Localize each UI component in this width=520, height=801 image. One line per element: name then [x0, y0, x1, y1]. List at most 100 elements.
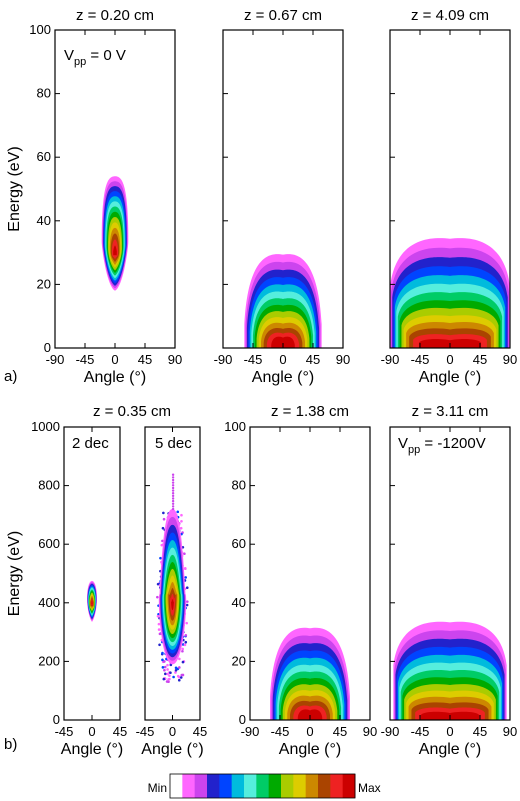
contour-level-14 — [297, 709, 323, 720]
scatter-dot — [184, 633, 188, 637]
colorbar: Min Max — [148, 773, 381, 799]
colorbar-min-label: Min — [148, 781, 167, 795]
scatter-dot — [180, 520, 183, 523]
annotation-subscript: pp — [408, 444, 420, 456]
scatter-dot — [174, 666, 178, 670]
x-tick-label: 0 — [279, 352, 286, 367]
colorbar-swatch — [219, 774, 233, 798]
annotation-rest: = 0 V — [86, 47, 126, 64]
scatter-dot — [163, 668, 166, 672]
x-tick-label: 45 — [113, 724, 127, 739]
x-tick-label: -45 — [244, 352, 263, 367]
scatter-dot — [161, 539, 164, 543]
y-tick-label: 100 — [224, 419, 246, 434]
x-axis-label: Angle (°) — [141, 741, 203, 758]
x-tick-label: 45 — [333, 724, 347, 739]
panel-title: z = 4.09 cm — [411, 7, 489, 24]
y-tick-label: 60 — [37, 149, 51, 164]
contour-level-14 — [271, 336, 295, 348]
x-tick-label: 45 — [473, 724, 487, 739]
panel-title: z = 0.67 cm — [244, 7, 322, 24]
scatter-dot — [178, 657, 181, 661]
scatter-dot — [156, 582, 160, 586]
scatter-dot — [180, 673, 184, 677]
x-tick-label: -90 — [381, 724, 400, 739]
x-tick-label: -90 — [241, 724, 260, 739]
scatter-dot — [171, 476, 175, 479]
y-tick-label: 200 — [38, 653, 60, 668]
scatter-dot — [156, 595, 159, 599]
y-tick-label: 40 — [37, 213, 51, 228]
scatter-dot — [163, 665, 167, 669]
x-tick-label: 45 — [473, 352, 487, 367]
panel-annotation: Vpp = 0 V — [64, 47, 126, 68]
scatter-dot — [181, 649, 184, 653]
colorbar-swatch — [231, 774, 245, 798]
x-tick-label: 90 — [503, 724, 517, 739]
x-tick-label: 0 — [88, 724, 95, 739]
scatter-dot — [181, 660, 185, 664]
scatter-dot — [171, 473, 175, 476]
colorbar-swatch — [318, 774, 331, 798]
x-tick-label: 45 — [306, 352, 320, 367]
scatter-dot — [171, 478, 175, 482]
scatter-dot — [171, 489, 175, 492]
y-tick-label: 0 — [53, 712, 60, 727]
heatmap-panel-6: -90 -45 0 45 90 0 20 40 60 80 100 Angle (°) z = 1.38… — [224, 403, 377, 758]
x-axis-label: Angle (°) — [419, 741, 481, 758]
scatter-dot — [171, 502, 175, 505]
heatmap-panel-5: -45 0 45 Angle (°) 5 dec — [136, 426, 207, 758]
x-tick-label: 45 — [138, 352, 152, 367]
scatter-dot — [183, 552, 186, 556]
x-tick-label: -90 — [214, 352, 233, 367]
colorbar-swatch — [182, 774, 196, 798]
scatter-dot — [162, 660, 166, 663]
scatter-dot — [160, 543, 164, 547]
x-axis-label: Angle (°) — [61, 741, 123, 758]
x-tick-label: 90 — [363, 724, 377, 739]
scatter-dot — [156, 614, 160, 618]
scatter-dot — [171, 507, 175, 511]
panel-annotation: Vpp = -1200V — [398, 435, 486, 456]
scatter-dot — [158, 632, 162, 636]
scatter-dot — [171, 486, 175, 490]
scatter-dot — [166, 672, 169, 676]
x-tick-label: 90 — [503, 352, 517, 367]
panel-title: z = 1.38 cm — [271, 403, 349, 420]
y-tick-label: 1000 — [31, 419, 60, 434]
scatter-dot — [171, 484, 175, 487]
y-tick-label: 600 — [38, 536, 60, 551]
y-tick-label: 80 — [37, 86, 51, 101]
colorbar-swatch — [281, 774, 294, 798]
x-tick-label: -45 — [76, 352, 95, 367]
scatter-dot — [186, 600, 189, 603]
scatter-dot — [174, 671, 177, 674]
scatter-dot — [177, 678, 181, 682]
panel-title: z = 0.20 cm — [76, 7, 154, 24]
scatter-dot — [161, 666, 165, 669]
scatter-dot — [176, 510, 180, 514]
scatter-dot — [161, 651, 164, 655]
colorbar-swatch — [268, 774, 282, 798]
y-tick-label: 80 — [232, 478, 246, 493]
y-axis-label: Energy (eV) — [6, 146, 23, 231]
y-tick-label: 0 — [239, 712, 246, 727]
annotation-main: V — [64, 47, 74, 64]
x-tick-label: 0 — [446, 352, 453, 367]
colorbar-swatch — [244, 774, 257, 798]
scatter-dot — [171, 492, 175, 495]
y-tick-label: 20 — [37, 276, 51, 291]
contour-level-14 — [91, 600, 93, 606]
scatter-dot — [185, 621, 188, 625]
colorbar-swatch — [342, 774, 356, 798]
scatter-dot — [184, 640, 188, 644]
y-tick-label: 40 — [232, 595, 246, 610]
annotation-main: 2 dec — [72, 435, 109, 452]
scatter-dot — [171, 499, 175, 503]
panel-annotation: 2 dec — [72, 435, 109, 452]
scatter-dot — [168, 674, 171, 677]
panel-title: z = 0.35 cm — [93, 403, 171, 420]
scatter-dot — [185, 586, 189, 590]
scatter-dot — [168, 677, 171, 681]
